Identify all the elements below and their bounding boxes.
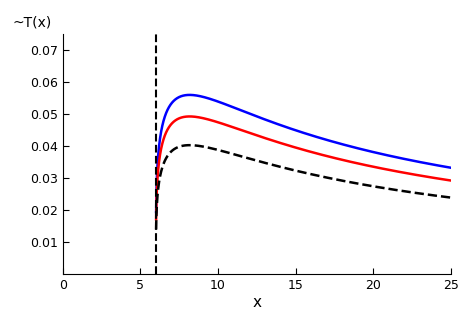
Text: ~T(x): ~T(x) xyxy=(12,15,52,29)
X-axis label: x: x xyxy=(253,295,261,310)
